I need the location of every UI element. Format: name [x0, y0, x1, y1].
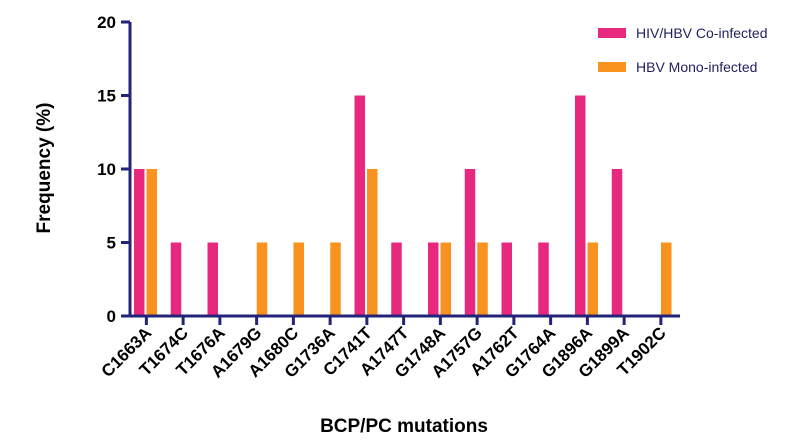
- x-axis-title: BCP/PC mutations: [320, 416, 488, 437]
- y-tick-label: 5: [107, 234, 116, 253]
- bar-co-infected-T1676A: [207, 242, 218, 316]
- legend-label-co-infected: HIV/HBV Co-infected: [636, 25, 768, 41]
- x-ticks-group: C1663AT1674CT1676AA1679GA1680CG1736AC174…: [98, 316, 670, 382]
- bar-mono-infected-G1736A: [330, 242, 341, 316]
- bar-co-infected-A1747T: [391, 242, 402, 316]
- bar-co-infected-G1899A: [611, 169, 623, 316]
- bar-co-infected-C1741T: [354, 95, 365, 316]
- legend-swatch-co-infected: [598, 28, 626, 38]
- bar-mono-infected-C1663A: [146, 169, 157, 316]
- bar-mono-infected-A1679G: [256, 242, 268, 316]
- bars-group: [134, 95, 672, 316]
- bar-co-infected-T1674C: [170, 242, 182, 316]
- bar-co-infected-A1757G: [464, 169, 476, 316]
- bar-co-infected-G1748A: [428, 242, 439, 316]
- bar-mono-infected-G1896A: [587, 242, 598, 316]
- bar-co-infected-A1762T: [501, 242, 512, 316]
- bar-co-infected-C1663A: [134, 169, 145, 316]
- y-axis-title: Frequency (%): [34, 103, 55, 234]
- y-tick-label: 20: [97, 13, 116, 32]
- bar-co-infected-G1764A: [538, 242, 549, 316]
- bar-mono-infected-A1757G: [477, 242, 488, 316]
- legend-swatch-mono-infected: [598, 62, 626, 72]
- bar-mono-infected-T1902C: [661, 242, 672, 316]
- y-ticks-group: 0 5 10 15 20: [97, 13, 130, 326]
- bar-mono-infected-A1680C: [293, 242, 304, 316]
- y-tick-label: 0: [107, 307, 116, 326]
- legend-label-mono-infected: HBV Mono-infected: [636, 59, 757, 75]
- bar-mono-infected-C1741T: [367, 169, 378, 316]
- y-tick-label: 10: [97, 160, 116, 179]
- y-tick-label: 15: [97, 87, 116, 106]
- bar-mono-infected-G1748A: [440, 242, 451, 316]
- legend: HIV/HBV Co-infected HBV Mono-infected: [598, 25, 768, 75]
- bar-co-infected-G1896A: [575, 95, 586, 316]
